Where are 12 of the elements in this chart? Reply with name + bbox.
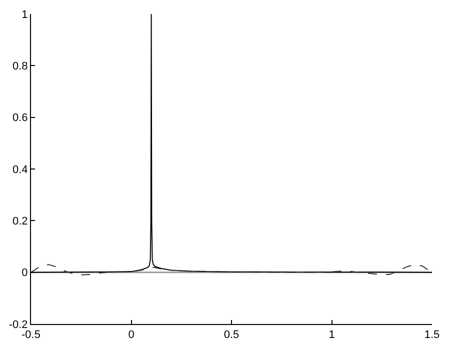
y-tick-label: 0 (22, 267, 28, 280)
x-tick-label: 1 (328, 329, 335, 342)
x-tick-label: 0 (128, 329, 134, 342)
x-tick-label: 0.5 (224, 329, 240, 342)
y-tick-label: 0.2 (12, 216, 28, 228)
x-tick-label: -0.5 (22, 329, 40, 342)
y-tick-label: 0.8 (12, 60, 28, 73)
y-tick-label: 0.6 (12, 112, 28, 124)
x-tick-label: 1.5 (424, 329, 440, 342)
y-tick-label: 0.4 (12, 164, 28, 176)
y-tick-label: -0.2 (8, 318, 28, 331)
y-tick-label: 1 (22, 8, 28, 21)
